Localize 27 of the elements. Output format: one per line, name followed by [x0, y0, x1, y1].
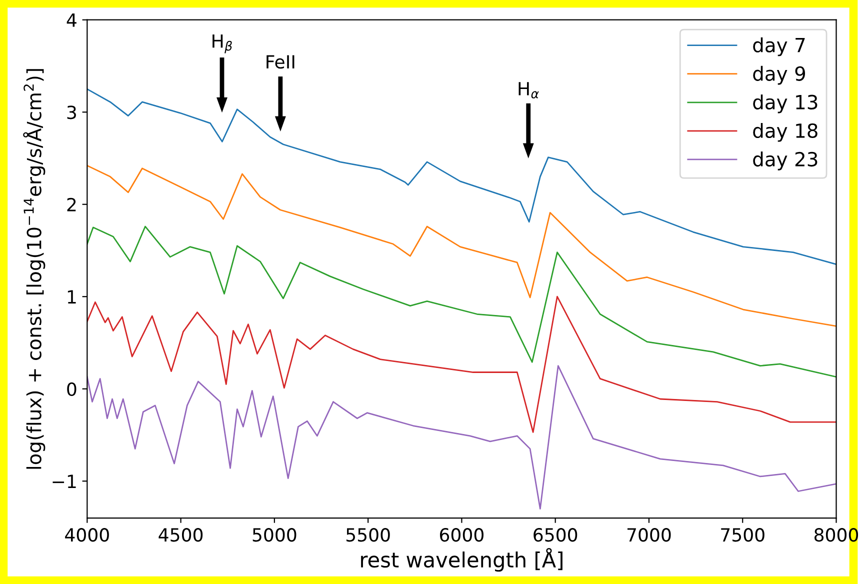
y-tick-label: 0	[67, 382, 76, 396]
y-tick-label: 1	[68, 290, 76, 304]
x-tick-label: 7500	[721, 528, 764, 542]
legend-label: day 18	[753, 122, 818, 142]
y-tick-label: 2	[67, 198, 76, 212]
legend-label: day 9	[753, 66, 806, 85]
y-tick-label: −1	[52, 474, 76, 488]
legend-label: day 7	[753, 37, 805, 56]
line-series	[87, 226, 836, 378]
y-tick-label: 3	[67, 106, 76, 120]
legend-label: day 13	[753, 94, 818, 114]
x-tick-label: 5500	[346, 528, 390, 542]
y-axis-title: log(flux) + const. [log(10$^{−14}$erg/s/Å/cm$^{2}$)]	[23, 69, 46, 469]
annotation: FeII	[266, 55, 294, 69]
y-tick-label: 4	[66, 14, 76, 27]
x-tick-label: 4000	[65, 528, 109, 542]
line-series	[87, 296, 836, 433]
x-tick-label: 7000	[627, 528, 671, 542]
x-axis-title: rest wavelength [Å]	[361, 548, 562, 572]
line-series	[87, 365, 836, 510]
x-tick-label: 6500	[534, 528, 578, 542]
annotation: H$_{β}$	[212, 34, 232, 54]
annotation: H$_{α}$	[518, 82, 539, 98]
x-tick-label: 4500	[158, 528, 203, 542]
x-tick-label: 6000	[440, 528, 484, 542]
x-tick-label: 5000	[252, 528, 296, 542]
legend-label: day 23	[753, 152, 818, 170]
